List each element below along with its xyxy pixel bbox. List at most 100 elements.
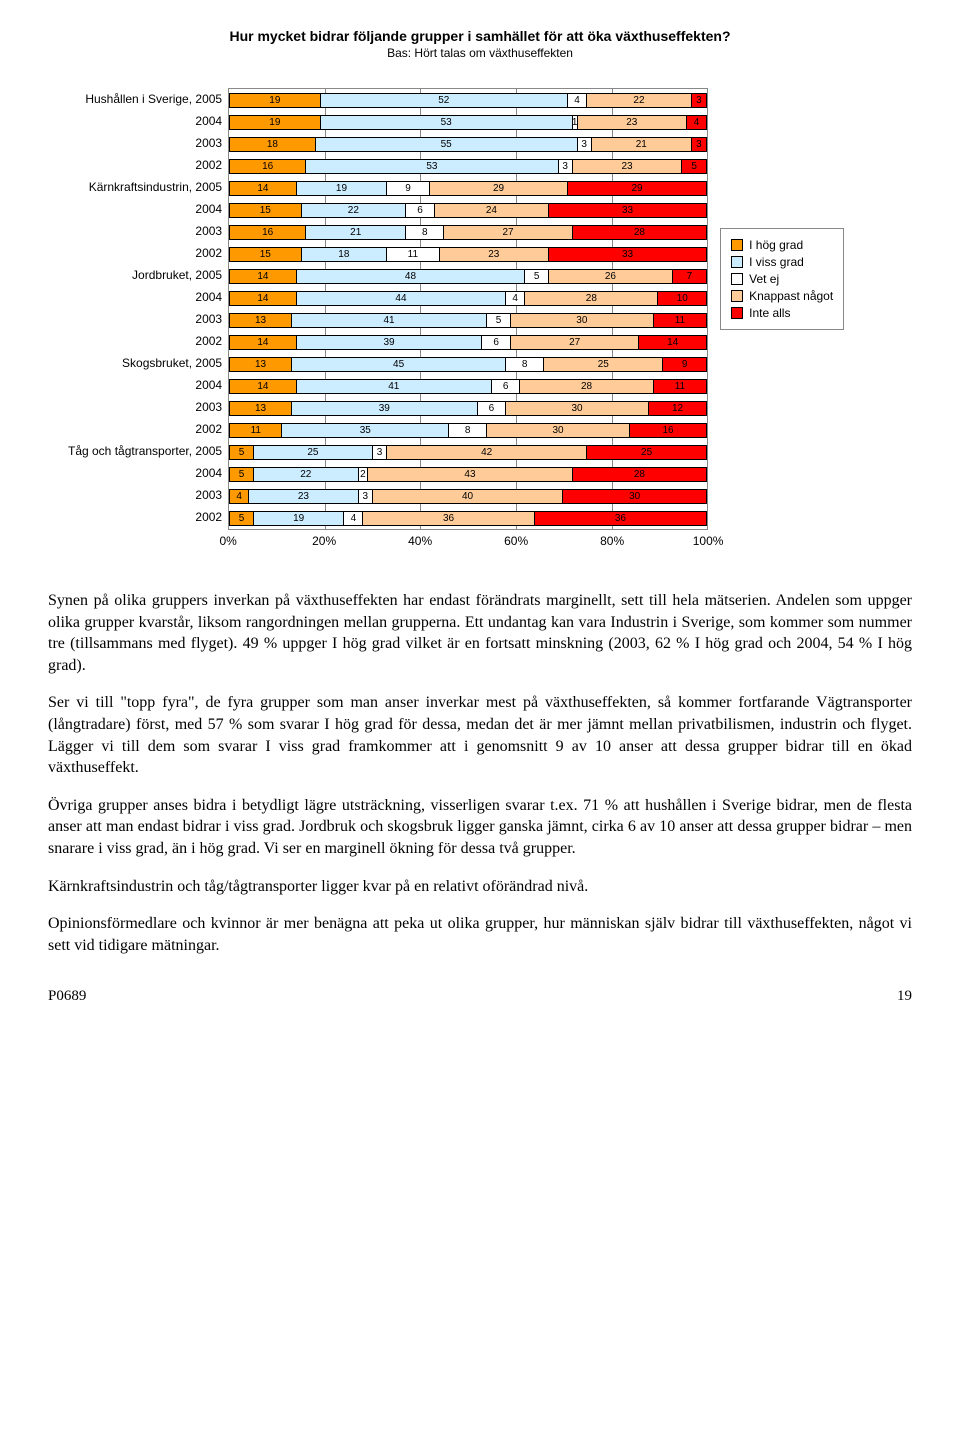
bar-segment: 6 <box>478 402 507 415</box>
y-label: 2002 <box>68 418 222 440</box>
bar-segment: 33 <box>549 248 706 261</box>
bar-row: 144162811 <box>229 375 707 397</box>
stacked-bar: 1518112333 <box>229 247 707 262</box>
bar-segment: 41 <box>292 314 487 327</box>
bar-segment: 19 <box>297 182 387 195</box>
bar-segment: 24 <box>435 204 549 217</box>
bar-segment: 55 <box>316 138 578 151</box>
bar-row: 134153011 <box>229 309 707 331</box>
bar-segment: 30 <box>563 490 706 503</box>
bar-row: 143962714 <box>229 331 707 353</box>
bar-segment: 18 <box>230 138 316 151</box>
bar-segment: 30 <box>487 424 630 437</box>
bar-segment: 3 <box>692 94 706 107</box>
bar-segment: 3 <box>373 446 387 459</box>
bar-segment: 36 <box>535 512 706 525</box>
bar-segment: 5 <box>230 468 254 481</box>
legend: I hög gradI viss gradVet ejKnappast någo… <box>720 228 844 330</box>
bar-segment: 3 <box>559 160 573 173</box>
bar-segment: 13 <box>230 314 292 327</box>
legend-item: Knappast något <box>731 289 833 303</box>
bar-row: 52224328 <box>229 463 707 485</box>
bar-segment: 21 <box>306 226 406 239</box>
bar-segment: 28 <box>525 292 658 305</box>
legend-label: I hög grad <box>749 238 803 252</box>
y-label: Hushållen i Sverige, 2005 <box>68 88 222 110</box>
bar-row: 18553213 <box>229 133 707 155</box>
y-label: 2004 <box>68 462 222 484</box>
bar-segment: 4 <box>506 292 525 305</box>
stacked-bar: 141992929 <box>229 181 707 196</box>
stacked-bar: 144162811 <box>229 379 707 394</box>
x-tick-label: 0% <box>219 534 236 548</box>
y-label: 2004 <box>68 110 222 132</box>
bar-segment: 30 <box>506 402 649 415</box>
paragraph: Kärnkraftsindustrin och tåg/tågtransport… <box>48 876 912 898</box>
bar-segment: 11 <box>654 314 706 327</box>
stacked-bar: 52224328 <box>229 467 707 482</box>
y-label: Jordbruket, 2005 <box>68 264 222 286</box>
stacked-bar: 143962714 <box>229 335 707 350</box>
bar-segment: 28 <box>520 380 653 393</box>
bar-segment: 41 <box>297 380 492 393</box>
legend-item: I viss grad <box>731 255 833 269</box>
bar-segment: 5 <box>525 270 549 283</box>
page-footer: P0689 19 <box>48 988 912 1005</box>
bar-segment: 10 <box>658 292 706 305</box>
bar-segment: 15 <box>230 204 301 217</box>
paragraph: Synen på olika gruppers inverkan på växt… <box>48 590 912 676</box>
bar-row: 133963012 <box>229 397 707 419</box>
y-label: 2003 <box>68 396 222 418</box>
bar-segment: 52 <box>321 94 569 107</box>
x-tick-label: 80% <box>600 534 624 548</box>
bar-row: 42334030 <box>229 485 707 507</box>
bar-segment: 23 <box>249 490 358 503</box>
bar-segment: 42 <box>387 446 587 459</box>
bar-segment: 23 <box>573 160 682 173</box>
bar-segment: 4 <box>568 94 587 107</box>
bar-segment: 11 <box>654 380 706 393</box>
bar-segment: 25 <box>587 446 706 459</box>
bar-segment: 28 <box>573 468 706 481</box>
bar-segment: 22 <box>302 204 407 217</box>
stacked-bar: 19531234 <box>229 115 707 130</box>
bar-row: 16533235 <box>229 155 707 177</box>
bar-segment: 33 <box>549 204 706 217</box>
bar-segment: 8 <box>406 226 444 239</box>
legend-label: I viss grad <box>749 255 804 269</box>
bar-row: 162182728 <box>229 221 707 243</box>
bar-segment: 26 <box>549 270 673 283</box>
stacked-bar: 134153011 <box>229 313 707 328</box>
bar-segment: 14 <box>230 336 297 349</box>
bar-segment: 4 <box>230 490 249 503</box>
bar-segment: 48 <box>297 270 525 283</box>
bar-segment: 2 <box>359 468 369 481</box>
bar-segment: 6 <box>482 336 511 349</box>
bar-segment: 6 <box>492 380 521 393</box>
paragraph: Opinionsförmedlare och kvinnor är mer be… <box>48 913 912 956</box>
legend-item: Inte alls <box>731 306 833 320</box>
bar-segment: 30 <box>511 314 654 327</box>
bar-segment: 53 <box>306 160 558 173</box>
bar-row: 51943636 <box>229 507 707 529</box>
bar-segment: 39 <box>292 402 478 415</box>
y-label: 2002 <box>68 506 222 528</box>
y-label: 2004 <box>68 198 222 220</box>
y-label: 2002 <box>68 242 222 264</box>
paragraph: Ser vi till "topp fyra", de fyra grupper… <box>48 692 912 778</box>
bar-segment: 53 <box>321 116 573 129</box>
bar-segment: 28 <box>573 226 706 239</box>
x-tick-label: 20% <box>312 534 336 548</box>
bar-segment: 21 <box>592 138 692 151</box>
stacked-bar: 51943636 <box>229 511 707 526</box>
stacked-bar: 52534225 <box>229 445 707 460</box>
bar-segment: 11 <box>387 248 439 261</box>
bar-segment: 6 <box>406 204 435 217</box>
y-label: 2004 <box>68 286 222 308</box>
bar-segment: 13 <box>230 402 292 415</box>
x-tick-label: 100% <box>693 534 724 548</box>
bars-container: 1952422319531234185532131653323514199292… <box>229 89 707 529</box>
stacked-bar: 144442810 <box>229 291 707 306</box>
bar-segment: 5 <box>230 446 254 459</box>
chart-title: Hur mycket bidrar följande grupper i sam… <box>48 28 912 44</box>
